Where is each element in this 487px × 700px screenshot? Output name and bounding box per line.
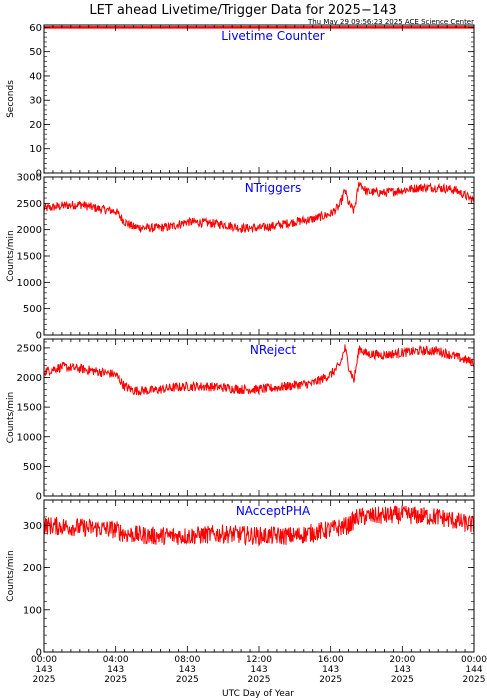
y-tick-label: 60: [29, 23, 42, 34]
chart-title: LET ahead Livetime/Trigger Data for 2025…: [89, 3, 396, 18]
x-tick-label-year: 2025: [176, 675, 199, 685]
x-tick-label-year: 2025: [391, 675, 414, 685]
x-tick-label-time: 00:00: [461, 655, 487, 665]
series-label: NTriggers: [245, 181, 302, 195]
panel-frame: [43, 338, 475, 497]
y-tick-label: 0: [36, 331, 42, 342]
y-tick-label: 10: [29, 144, 42, 155]
y-tick-label: 40: [29, 71, 42, 82]
series-label: NAcceptPHA: [236, 504, 311, 518]
x-tick-label-year: 2025: [463, 675, 486, 685]
series-label: NReject: [250, 343, 296, 357]
y-tick-label: 100: [23, 605, 42, 616]
y-axis-label: Seconds: [6, 80, 16, 118]
x-tick-label-year: 2025: [104, 675, 127, 685]
y-tick-label: 500: [23, 304, 42, 315]
x-tick-label-year: 2025: [319, 675, 342, 685]
x-tick-label-time: 00:00: [31, 655, 57, 665]
series-line: [43, 344, 475, 396]
y-tick-label: 200: [23, 563, 42, 574]
panel-2: 0 500 1000 1500 2000 2500 Counts/min NReject: [6, 338, 475, 503]
panels: 0 10 20 30 40 50 60 Seconds Livetime Counter 0 500…: [6, 23, 475, 659]
series-line: [43, 181, 475, 234]
y-tick-label: 1000: [17, 432, 42, 443]
y-tick-label: 30: [29, 96, 42, 107]
y-tick-label: 1000: [17, 278, 42, 289]
x-tick-label-doy: 144: [465, 665, 482, 675]
x-tick-label-doy: 143: [35, 665, 52, 675]
panel-0: 0 10 20 30 40 50 60 Seconds Livetime Counter: [6, 23, 475, 180]
x-tick-label-time: 16:00: [318, 655, 344, 665]
y-tick-label: 1500: [17, 252, 42, 263]
y-tick-label: 500: [23, 462, 42, 473]
y-tick-label: 2500: [17, 199, 42, 210]
x-tick-label-year: 2025: [33, 675, 56, 685]
x-tick-label-doy: 143: [250, 665, 267, 675]
panel-frame: [43, 24, 475, 174]
x-tick-label-doy: 143: [179, 665, 196, 675]
x-tick-label-doy: 143: [107, 665, 124, 675]
y-tick-label: 300: [23, 521, 42, 532]
x-tick-label-doy: 143: [394, 665, 411, 675]
timestamp-label: Thu May 29 09:56:23 2025 ACE Science Cen…: [307, 18, 474, 26]
x-tick-labels: 00:00143202504:00143202508:00143202512:0…: [31, 655, 487, 685]
y-tick-label: 2000: [17, 373, 42, 384]
y-tick-label: 50: [29, 47, 42, 58]
x-tick-label-time: 08:00: [174, 655, 200, 665]
panel-frame: [43, 499, 475, 653]
series-line: [43, 505, 475, 547]
y-axis-label: Counts/min: [6, 392, 16, 443]
x-tick-label-year: 2025: [248, 675, 271, 685]
panel-frame: [43, 176, 475, 336]
y-tick-label: 1500: [17, 403, 42, 414]
x-tick-label-time: 20:00: [389, 655, 415, 665]
y-tick-label: 0: [36, 648, 42, 659]
y-tick-label: 20: [29, 120, 42, 131]
x-tick-label-time: 12:00: [246, 655, 272, 665]
y-tick-label: 0: [36, 169, 42, 180]
y-axis-label: Counts/min: [6, 230, 16, 281]
y-tick-label: 0: [36, 492, 42, 503]
series-label: Livetime Counter: [221, 29, 324, 43]
x-tick-label-time: 04:00: [103, 655, 129, 665]
y-tick-label: 3000: [17, 173, 42, 184]
x-tick-label-doy: 143: [322, 665, 339, 675]
y-axis-label: Counts/min: [6, 550, 16, 601]
panel-1: 0 500 1000 1500 2000 2500 3000 Counts/min NTrigg…: [6, 173, 475, 342]
x-axis-label: UTC Day of Year: [222, 689, 294, 699]
y-tick-label: 2500: [17, 343, 42, 354]
panel-3: 0 100 200 300 Counts/min NAcceptPHA: [6, 499, 475, 659]
y-tick-label: 2000: [17, 225, 42, 236]
